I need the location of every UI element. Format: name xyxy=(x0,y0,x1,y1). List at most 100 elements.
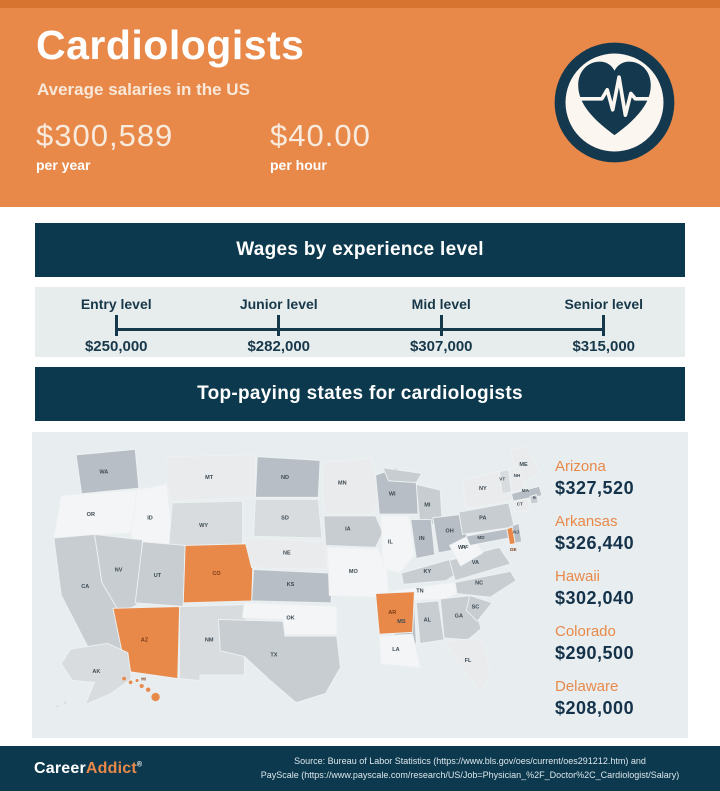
state-label-ri: RI xyxy=(533,496,537,500)
timeline-axis-line xyxy=(116,328,604,331)
state-label-ct: CT xyxy=(517,502,523,507)
state-island-hi xyxy=(145,687,151,692)
states-section-title: Top-paying states for cardiologists xyxy=(197,383,523,404)
state-label-me: ME xyxy=(519,462,528,468)
state-label-in: IN xyxy=(419,536,425,542)
state-label-az: AZ xyxy=(141,638,149,644)
state-label-ut: UT xyxy=(154,573,162,579)
state-shape-sc xyxy=(465,594,493,622)
timeline-tick xyxy=(439,315,443,336)
state-label-wy: WY xyxy=(199,523,208,529)
timeline-value: $307,000 xyxy=(409,338,473,355)
state-shape-mi xyxy=(382,467,423,484)
state-shape-de xyxy=(506,526,516,546)
state-shape-ne xyxy=(243,537,329,570)
state-island-hi xyxy=(128,680,133,685)
state-label-sc: SC xyxy=(472,604,480,610)
logo-addict-text: Addict xyxy=(85,759,137,777)
top-state-name: Colorado xyxy=(555,623,616,640)
state-shape-ma xyxy=(510,485,542,502)
state-label-wa: WA xyxy=(99,469,108,475)
state-island-hi xyxy=(151,692,160,702)
top-state-salary: $326,440 xyxy=(555,533,635,553)
state-label-nv: NV xyxy=(115,567,123,573)
state-label-ks: KS xyxy=(287,582,295,588)
top-state-salary: $302,040 xyxy=(555,588,635,608)
top-state-name: Arizona xyxy=(555,458,606,475)
salary-year-period: per year xyxy=(36,157,91,173)
state-shape-la xyxy=(378,633,421,669)
state-island-ak xyxy=(56,705,59,708)
state-shape-sd xyxy=(253,498,323,539)
state-label-pa: PA xyxy=(479,516,486,522)
top-state-item-arizona: Arizona $327,520 xyxy=(555,458,680,499)
state-label-ny: NY xyxy=(479,486,487,492)
timeline-value: $250,000 xyxy=(84,338,148,355)
state-label-mo: MO xyxy=(349,569,359,575)
state-label-mi: MI xyxy=(424,503,431,509)
state-island-ak xyxy=(63,701,67,704)
state-label-nj: NJ xyxy=(513,529,519,534)
timeline-label: Mid level xyxy=(411,296,471,312)
top-states-list: Arizona $327,520 Arkansas $326,440 Hawaii $30… xyxy=(555,458,680,733)
us-states-map: WA OR CA ID NV MT WY UT CO AZ NM ND SD NE KS OK TX MN IA MO… xyxy=(53,445,542,708)
state-shape-or xyxy=(53,489,138,539)
top-state-item-hawaii: Hawaii $302,040 xyxy=(555,568,680,609)
top-state-salary: $208,000 xyxy=(555,698,635,718)
timeline-tick xyxy=(114,315,118,336)
top-state-salary: $327,520 xyxy=(555,478,635,498)
state-label-ne: NE xyxy=(283,551,291,557)
states-section-header: Top-paying states for cardiologists xyxy=(35,367,685,421)
state-label-al: AL xyxy=(424,617,432,623)
timeline-value: $315,000 xyxy=(572,338,636,355)
source-line-1: Source: Bureau of Labor Statistics (http… xyxy=(294,755,646,766)
timeline-value: $282,000 xyxy=(247,338,311,355)
top-state-name: Arkansas xyxy=(555,513,618,530)
top-state-item-delaware: Delaware $208,000 xyxy=(555,678,680,719)
state-label-nc: NC xyxy=(475,580,483,586)
state-label-id: ID xyxy=(147,516,153,522)
state-label-nh: NH xyxy=(514,473,521,478)
state-shape-in xyxy=(410,519,436,559)
state-shape-fl xyxy=(445,637,491,693)
timeline-item-senior-level: Senior level $315,000 xyxy=(523,287,686,357)
state-label-ca: CA xyxy=(81,584,89,590)
page-title: Cardiologists xyxy=(36,22,305,68)
state-shape-mt xyxy=(166,454,256,502)
state-label-de: DE xyxy=(510,547,516,552)
top-state-salary: $290,500 xyxy=(555,643,635,663)
top-state-item-colorado: Colorado $290,500 xyxy=(555,623,680,664)
top-states-panel: WA OR CA ID NV MT WY UT CO AZ NM ND SD NE KS OK TX MN IA MO… xyxy=(32,432,688,738)
heartbeat-heart-icon xyxy=(551,39,678,166)
state-shape-va xyxy=(448,546,512,582)
state-label-ar: AR xyxy=(388,610,396,616)
state-label-tn: TN xyxy=(416,589,423,595)
state-label-co: CO xyxy=(212,571,221,577)
state-shape-ks xyxy=(251,569,332,604)
state-label-sd: SD xyxy=(281,516,289,522)
logo-career-text: Career xyxy=(34,759,86,777)
state-label-nd: ND xyxy=(281,475,289,481)
top-state-name: Delaware xyxy=(555,678,619,695)
state-shape-wa xyxy=(75,448,140,495)
salary-hour-amount: $40.00 xyxy=(270,118,371,153)
state-island-hi xyxy=(122,676,126,681)
state-shape-tx xyxy=(217,618,341,704)
top-state-item-arkansas: Arkansas $326,440 xyxy=(555,513,680,554)
timeline-label: Senior level xyxy=(564,296,644,312)
state-label-mn: MN xyxy=(338,480,347,486)
salary-per-year: $300,589 per year xyxy=(36,118,173,173)
careeraddict-logo: CareerAddict® xyxy=(34,760,142,778)
header: Cardiologists Average salaries in the US… xyxy=(0,0,720,207)
state-shape-ia xyxy=(323,515,384,548)
state-label-il: IL xyxy=(388,540,394,546)
registered-mark: ® xyxy=(136,761,143,769)
state-shape-ri xyxy=(529,494,539,505)
state-label-oh: OH xyxy=(445,529,453,535)
state-label-ms: MS xyxy=(397,619,406,625)
state-label-va: VA xyxy=(472,560,479,566)
timeline-item-mid-level: Mid level $307,000 xyxy=(360,287,523,357)
state-shape-ct xyxy=(512,497,531,513)
state-shape-al xyxy=(415,600,445,645)
state-island-hi xyxy=(135,678,139,682)
